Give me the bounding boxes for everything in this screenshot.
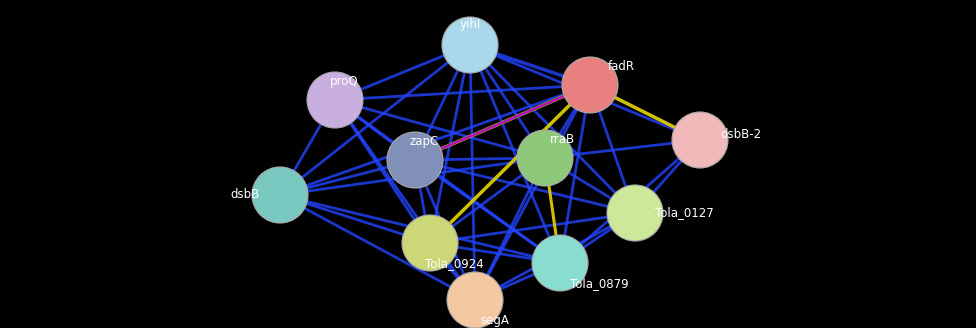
Circle shape [387,132,443,188]
Circle shape [562,57,618,113]
Text: zapC: zapC [410,135,439,148]
Text: proQ: proQ [330,75,358,88]
Circle shape [307,72,363,128]
Circle shape [447,272,503,328]
Text: dsbB: dsbB [230,189,260,201]
Circle shape [607,185,663,241]
Text: Tola_0924: Tola_0924 [425,257,484,270]
Circle shape [532,235,588,291]
Circle shape [672,112,728,168]
Text: rraB: rraB [550,133,575,146]
Text: Tola_0879: Tola_0879 [570,277,629,290]
Circle shape [517,130,573,186]
Text: Tola_0127: Tola_0127 [655,207,713,219]
Text: segA: segA [480,314,508,327]
Circle shape [442,17,498,73]
Text: dsbB-2: dsbB-2 [720,129,761,141]
Circle shape [252,167,308,223]
Circle shape [402,215,458,271]
Text: fadR: fadR [608,60,635,73]
Text: yihI: yihI [460,18,480,31]
